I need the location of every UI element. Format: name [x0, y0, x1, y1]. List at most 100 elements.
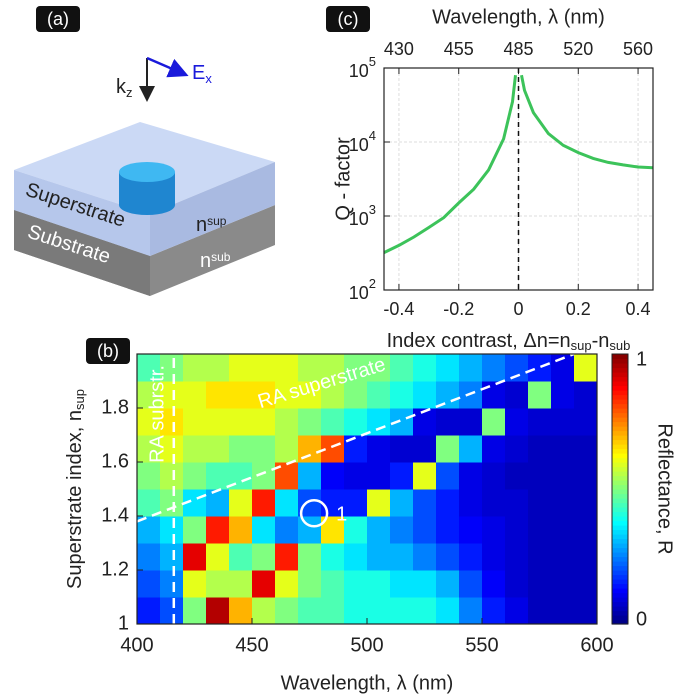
x-axis-label-text: Index contrast, Δn=n — [387, 330, 571, 352]
heatmap-cell — [275, 381, 299, 409]
heatmap-cell — [275, 354, 299, 382]
colorbar-slice — [612, 354, 628, 360]
heatmap-cell — [367, 543, 391, 571]
heatmap-cell — [206, 435, 230, 463]
marker-circle — [299, 499, 329, 528]
colorbar-slice — [612, 615, 628, 621]
x-tick-label: -0.2 — [443, 299, 474, 319]
heatmap-cell — [137, 489, 161, 517]
colorbar-slice — [612, 394, 628, 400]
x2-tick-label: 485 — [503, 39, 533, 59]
heatmap-cell — [183, 381, 207, 409]
colorbar-slice — [612, 376, 628, 382]
colorbar-slice — [612, 484, 628, 490]
heatmap-cell — [367, 489, 391, 517]
heatmap-cell — [206, 516, 230, 544]
heatmap-cell — [252, 489, 276, 517]
colorbar-slice — [612, 525, 628, 531]
e-arrow — [146, 56, 189, 78]
heatmap-cell — [413, 570, 437, 598]
heatmap-cell — [137, 462, 161, 490]
x-tick-label: 450 — [235, 634, 268, 656]
colorbar-slice — [612, 556, 628, 562]
heatmap-cell — [321, 570, 345, 598]
heatmap-cell — [275, 489, 299, 517]
heatmap-cell — [206, 381, 230, 409]
plot-frame — [136, 353, 598, 625]
k-text: k — [116, 76, 127, 98]
heatmap-cell — [528, 354, 552, 382]
heatmap-cell — [160, 408, 184, 436]
colorbar-slice — [612, 399, 628, 405]
heatmap-cell — [436, 543, 460, 571]
y-tick-label: 103 — [349, 202, 376, 228]
colorbar-tick-label: 1 — [636, 348, 647, 370]
colorbar-slice — [612, 498, 628, 504]
heatmap-cell — [459, 354, 483, 382]
q-factor-line — [383, 74, 654, 254]
heatmap-cell — [482, 354, 506, 382]
heatmap-cell — [482, 597, 506, 625]
colorbar-slice — [612, 426, 628, 432]
heatmap-cell — [436, 381, 460, 409]
heatmap-cell — [528, 516, 552, 544]
colorbar-slice — [612, 597, 628, 603]
heatmap-cell — [436, 462, 460, 490]
colorbar-slice — [612, 579, 628, 585]
heatmap-cell — [459, 597, 483, 625]
rayleigh-anomaly-label: RA subrstr. — [146, 365, 168, 463]
heatmap-cell — [275, 435, 299, 463]
colorbar-slice — [612, 534, 628, 540]
x-axis-label-sub: sub — [609, 338, 630, 353]
heatmap-cell — [206, 489, 230, 517]
heatmap-cell — [252, 354, 276, 382]
heatmap-cell — [229, 516, 253, 544]
heatmap-cell — [321, 597, 345, 625]
rayleigh-anomaly-line — [136, 352, 575, 523]
heatmap-cell — [551, 597, 575, 625]
colorbar-slice — [612, 619, 628, 625]
heatmap-cell — [229, 354, 253, 382]
heatmap-cell — [390, 435, 414, 463]
heatmap-cell — [459, 435, 483, 463]
colorbar-slice — [612, 367, 628, 373]
heatmap-cell — [183, 408, 207, 436]
y-tick-exponent: 3 — [369, 202, 376, 217]
heatmap-cell — [275, 462, 299, 490]
heatmap-cell — [551, 435, 575, 463]
heatmap-cell — [528, 435, 552, 463]
heatmap-cell — [574, 597, 598, 625]
heatmap-cell — [229, 435, 253, 463]
heatmap-cell — [344, 462, 368, 490]
heatmap-cell — [137, 570, 161, 598]
heatmap-cell — [413, 435, 437, 463]
heatmap-cell — [183, 354, 207, 382]
heatmap-cell — [505, 516, 529, 544]
heatmap-cell — [390, 381, 414, 409]
y-tick-base: 10 — [349, 61, 369, 81]
heatmap-cell — [528, 570, 552, 598]
heatmap-cell — [321, 462, 345, 490]
y-tick-label: 102 — [349, 276, 376, 302]
heatmap-cell — [574, 354, 598, 382]
heatmap-cell — [275, 408, 299, 436]
heatmap-cell — [298, 570, 322, 598]
x-tick-label: -0.4 — [383, 299, 414, 319]
x-tick-label: 0.2 — [566, 299, 591, 319]
colorbar-slice — [612, 421, 628, 427]
heatmap-cell — [436, 354, 460, 382]
panel-label: (b) — [97, 341, 119, 361]
heatmap-cell — [574, 435, 598, 463]
colorbar-slice — [612, 601, 628, 607]
colorbar-slice — [612, 610, 628, 616]
heatmap-cell — [505, 489, 529, 517]
heatmap-cell — [367, 381, 391, 409]
heatmap-cell — [551, 543, 575, 571]
panel-label: (c) — [338, 9, 359, 29]
nsub-label: nsub — [200, 250, 231, 272]
heatmap-cell — [436, 597, 460, 625]
heatmap-cell — [137, 516, 161, 544]
colorbar-slice — [612, 520, 628, 526]
